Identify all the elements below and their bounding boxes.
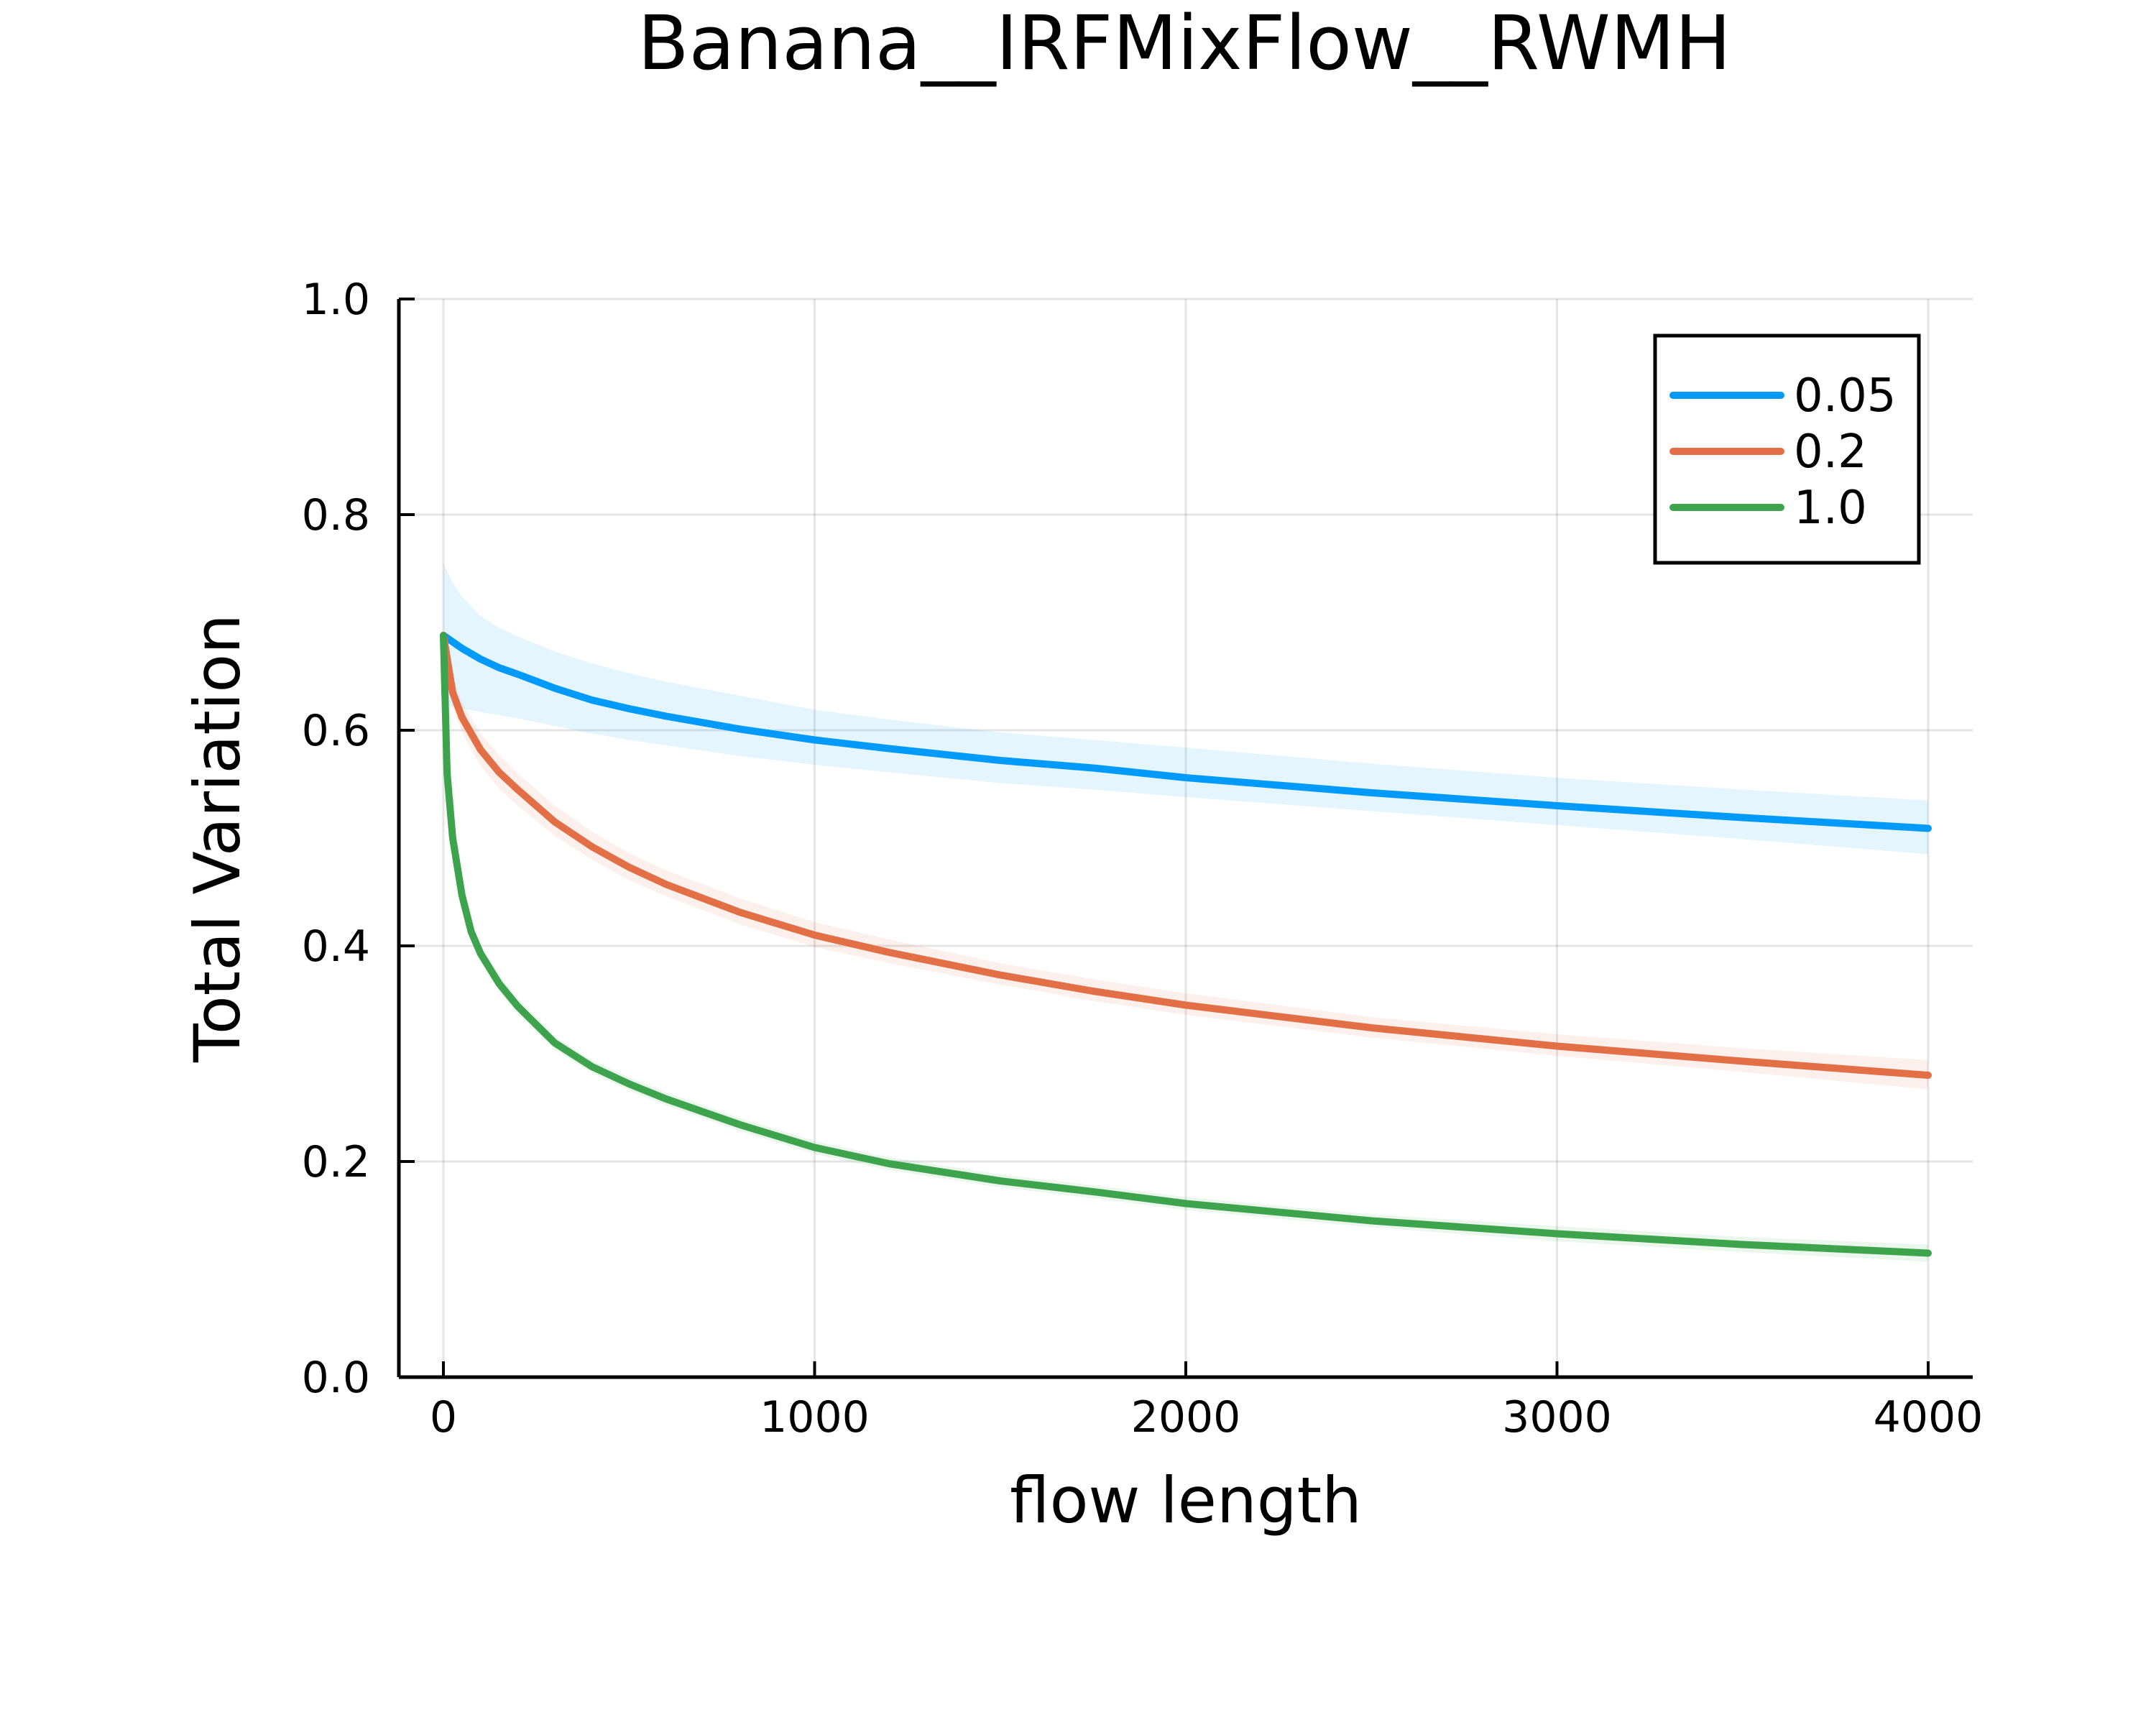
legend-label-0: 0.05 [1794,369,1897,423]
y-tick-label: 0.6 [302,706,370,756]
y-tick-label: 0.0 [302,1353,370,1403]
x-tick-label: 4000 [1874,1392,1984,1443]
y-tick-label: 1.0 [302,275,370,325]
x-tick-label: 3000 [1502,1392,1612,1443]
y-axis-label: Total Variation [180,614,254,1063]
series-line-2 [440,632,1932,1257]
axis-ticks: 0 1000 2000 3000 4000 0.0 0.2 0.4 0.6 0.8 1.0 [302,275,1984,1443]
legend-label-1: 0.2 [1794,426,1867,479]
series-line-0 [440,632,1932,832]
x-tick-label: 2000 [1131,1392,1241,1443]
series-lines [440,632,1932,1257]
legend-label-2: 1.0 [1794,482,1867,535]
x-axis-label: flow length [1010,1463,1362,1537]
series-band-0 [443,563,1928,855]
y-tick-label: 0.2 [302,1137,370,1187]
chart-title: Banana__IRFMixFlow__RWMH [637,0,1731,87]
y-tick-label: 0.8 [302,490,370,540]
y-tick-label: 0.4 [302,921,370,972]
series-band-1 [443,635,1928,1090]
confidence-bands [443,563,1928,1262]
x-tick-label: 1000 [760,1392,870,1443]
x-tick-label: 0 [430,1392,457,1443]
series-line-1 [440,632,1932,1079]
legend: 0.050.21.0 [1653,334,1921,565]
